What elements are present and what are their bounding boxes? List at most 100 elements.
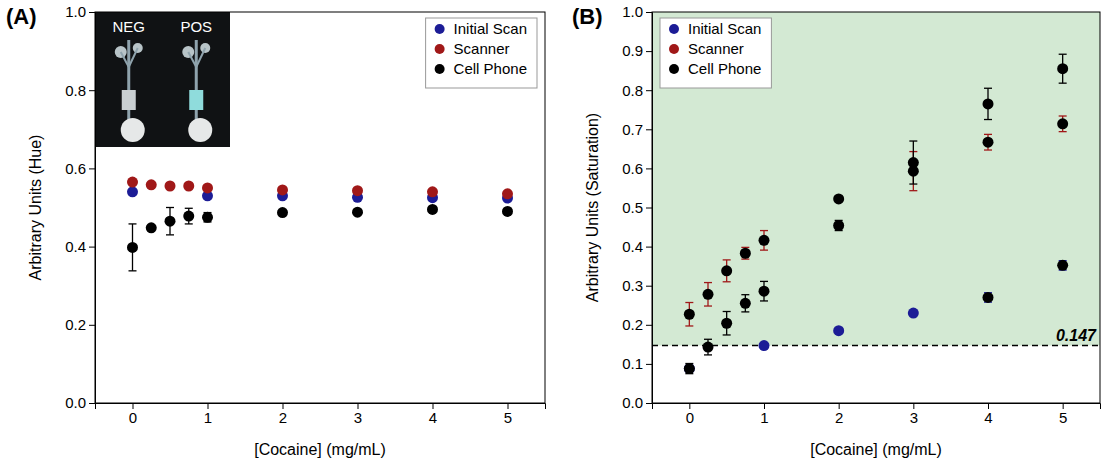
panel-letter: (A): [6, 4, 37, 29]
point: [721, 318, 732, 329]
y-tick: 0.9: [622, 42, 652, 59]
series: [684, 54, 1068, 374]
point: [684, 363, 695, 374]
strip-zone: [122, 90, 136, 110]
x-axis: 012345: [653, 403, 1101, 426]
point: [908, 308, 919, 319]
error-cap: [185, 208, 193, 209]
strip-arm: [121, 52, 129, 67]
point: [983, 292, 994, 303]
point: [427, 204, 438, 215]
data-layer: [127, 177, 513, 271]
error-cap: [1059, 115, 1067, 116]
error-cap: [760, 230, 768, 231]
series: [127, 204, 513, 271]
strip-arm: [129, 48, 138, 67]
x-tick-label: 1: [204, 409, 212, 426]
legend-label: Scanner: [454, 40, 510, 57]
y-tick-label: 0.6: [622, 160, 643, 177]
strip-arm: [196, 48, 205, 67]
x-tick: 3: [910, 403, 918, 426]
x-tick: 4: [984, 403, 992, 426]
legend: Initial ScanScannerCell Phone: [426, 18, 537, 88]
point: [502, 188, 513, 199]
point: [684, 363, 695, 374]
y-tick-label: 0.3: [622, 277, 643, 294]
y-tick-mark: [646, 325, 652, 326]
point: [908, 157, 919, 168]
legend-swatch: [435, 64, 445, 74]
x-tick-label: 1: [760, 409, 768, 426]
legend-swatch: [669, 24, 679, 34]
strip-pad: [121, 118, 145, 142]
y-tick-label: 0.8: [65, 82, 86, 99]
y-tick-label: 0.2: [65, 316, 86, 333]
error-cap: [1059, 131, 1067, 132]
y-tick-mark: [646, 247, 652, 248]
y-tick-mark: [646, 208, 652, 209]
panel: 0123450.00.10.20.30.40.50.60.70.80.91.00…: [572, 3, 1101, 458]
y-tick-label: 0.9: [622, 42, 643, 59]
error-cap: [723, 281, 731, 282]
y-tick-mark: [646, 129, 652, 130]
y-axis-title: Arbitrary Units (Hue): [27, 135, 44, 281]
x-tick-label: 5: [1059, 409, 1067, 426]
error-cap: [909, 140, 917, 141]
point: [703, 342, 714, 353]
legend-label: Cell Phone: [454, 60, 527, 77]
y-tick-label: 0.4: [65, 238, 86, 255]
legend-swatch: [669, 64, 679, 74]
point: [183, 211, 194, 222]
x-axis-title: [Cocaine] (mg/mL): [810, 441, 942, 458]
y-tick-mark: [646, 12, 652, 13]
y-tick: 0.2: [65, 316, 95, 333]
y-tick: 0.0: [622, 394, 652, 411]
point: [127, 242, 138, 253]
error-cap: [723, 259, 731, 260]
x-axis-title: [Cocaine] (mg/mL): [254, 441, 386, 458]
error-cap: [1059, 54, 1067, 55]
y-tick-mark: [646, 51, 652, 52]
error-cap: [1059, 83, 1067, 84]
point: [703, 289, 714, 300]
point: [146, 222, 157, 233]
point: [833, 193, 844, 204]
point: [721, 265, 732, 276]
y-tick-label: 1.0: [65, 3, 86, 20]
error-cap: [166, 234, 174, 235]
legend-swatch: [435, 44, 445, 54]
panel-letter: (B): [572, 4, 603, 29]
series: [684, 260, 1068, 374]
error-cap: [984, 88, 992, 89]
x-tick-label: 4: [429, 409, 437, 426]
y-tick-mark: [646, 364, 652, 365]
error-cap: [704, 282, 712, 283]
y-axis-title: Arbitrary Units (Saturation): [584, 113, 601, 302]
legend-label: Initial Scan: [688, 20, 761, 37]
point: [759, 235, 770, 246]
x-tick: 1: [760, 403, 768, 426]
error-cap: [166, 207, 174, 208]
point: [165, 180, 176, 191]
legend: Initial ScanScannerCell Phone: [660, 18, 771, 88]
point: [1057, 63, 1068, 74]
y-tick-mark: [89, 247, 95, 248]
point: [740, 298, 751, 309]
x-tick: 0: [686, 403, 694, 426]
error-cap: [704, 339, 712, 340]
y-tick-mark: [646, 286, 652, 287]
point: [352, 185, 363, 196]
y-tick-label: 0.2: [622, 316, 643, 333]
error-cap: [704, 305, 712, 306]
point: [833, 220, 844, 231]
legend-swatch: [435, 24, 445, 34]
error-cap: [723, 334, 731, 335]
point: [202, 212, 213, 223]
x-tick-label: 3: [910, 409, 918, 426]
strip-zone: [189, 90, 203, 110]
inset-label: NEG: [112, 18, 145, 35]
point: [427, 186, 438, 197]
x-tick: 1: [204, 403, 212, 426]
y-axis: 0.00.20.40.60.81.0: [65, 3, 95, 411]
y-tick-label: 1.0: [622, 3, 643, 20]
